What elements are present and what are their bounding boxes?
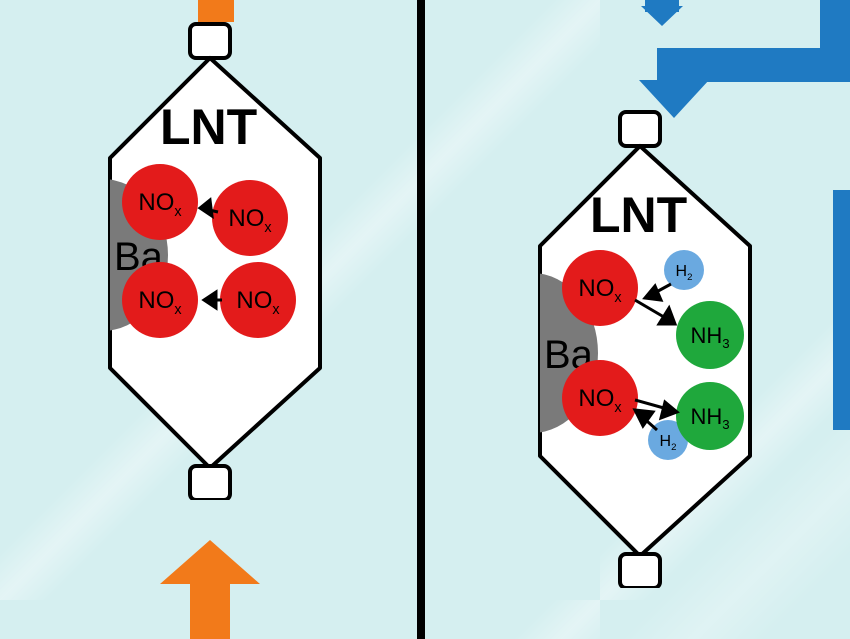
right-molecules: NOx NOx H2 H2 NH3 NH3	[425, 0, 850, 639]
diagram-canvas: LNT Ba NOx NOx NOx	[0, 0, 850, 639]
nox-ball: NOx	[122, 262, 198, 338]
left-panel: LNT Ba NOx NOx NOx	[0, 0, 417, 639]
nox-ball: NOx	[122, 164, 198, 240]
nox-ball: NOx	[220, 262, 296, 338]
center-divider	[417, 0, 425, 639]
nh3-ball: NH3	[676, 382, 744, 450]
left-bottom-arrow	[150, 540, 270, 639]
nox-ball: NOx	[562, 250, 638, 326]
left-molecules: NOx NOx NOx NOx	[0, 0, 417, 520]
left-internal-arrow	[204, 292, 222, 308]
nox-ball: NOx	[562, 360, 638, 436]
nox-ball: NOx	[212, 180, 288, 256]
right-internal-arrow	[635, 284, 677, 430]
nh3-ball: NH3	[676, 301, 744, 369]
right-panel: LNT Ba NOx NOx H2	[425, 0, 850, 639]
